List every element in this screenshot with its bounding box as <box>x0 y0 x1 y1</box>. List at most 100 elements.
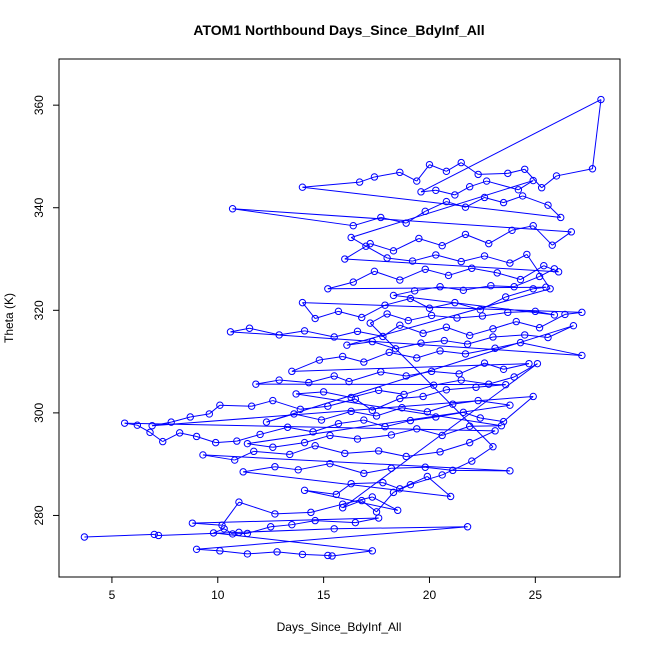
series-line-segment <box>399 324 424 334</box>
data-point <box>432 186 440 194</box>
data-point <box>389 291 398 300</box>
y-tick-label: 320 <box>32 300 46 320</box>
series-line-segment <box>393 238 420 252</box>
series-line-segment <box>461 379 489 385</box>
data-point <box>468 264 476 272</box>
series-line-segment <box>359 176 375 183</box>
series-line-segment <box>444 340 468 345</box>
data-point <box>334 307 343 316</box>
series-line-segment <box>556 168 593 177</box>
series-line-segment <box>310 503 343 513</box>
data-point <box>413 354 421 362</box>
series-line-segment <box>551 231 572 246</box>
series-line-segment <box>137 424 151 433</box>
series-line-segment <box>84 533 155 538</box>
data-point <box>372 412 381 420</box>
series-line-segment <box>124 422 496 432</box>
series-line-segment <box>547 204 562 218</box>
data-point <box>370 267 379 276</box>
series-line-segment <box>293 413 322 421</box>
series-line-segment <box>247 551 278 555</box>
data-point <box>578 351 586 360</box>
series-line-segment <box>471 267 498 274</box>
data-point <box>80 533 89 541</box>
series-line-segment <box>232 532 248 535</box>
data-point <box>311 516 319 525</box>
data-point <box>288 367 296 376</box>
series-line-segment <box>342 496 373 505</box>
data-point <box>368 547 377 555</box>
series-line-segment <box>482 311 508 317</box>
data-point <box>216 547 224 555</box>
data-point <box>535 324 544 332</box>
series-line-segment <box>380 216 407 224</box>
data-point <box>419 392 427 401</box>
data-point <box>338 500 347 508</box>
series-line-segment <box>346 341 373 346</box>
data-point <box>506 259 514 267</box>
series-line-segment <box>471 446 494 462</box>
data-point <box>349 278 357 286</box>
data-point <box>508 226 516 234</box>
data-point <box>269 396 277 405</box>
data-point <box>148 422 156 430</box>
data-point <box>457 158 465 167</box>
series-line-segment <box>591 99 602 169</box>
series-line-segment <box>446 162 462 172</box>
series-line-segment <box>247 526 271 534</box>
data-point <box>394 506 402 515</box>
data-point <box>324 402 332 410</box>
data-point <box>521 165 529 173</box>
series-line-segment <box>454 186 470 196</box>
data-point <box>432 251 440 259</box>
series-line-segment <box>427 403 453 413</box>
data-point <box>510 373 518 381</box>
data-point <box>413 425 421 433</box>
series-line-segment <box>321 410 352 421</box>
data-point <box>449 400 457 408</box>
x-tick-label: 15 <box>317 588 331 602</box>
data-point <box>491 427 499 435</box>
data-point <box>504 169 512 178</box>
data-point <box>377 213 385 222</box>
data-point <box>330 525 338 533</box>
data-point <box>288 520 296 529</box>
data-point <box>345 377 353 386</box>
series-line-segment <box>376 492 394 513</box>
data-point <box>358 313 366 322</box>
data-point <box>567 228 576 236</box>
data-point <box>211 438 220 447</box>
data-point <box>186 413 194 421</box>
series-line-segment <box>503 396 534 422</box>
data-point <box>396 168 404 177</box>
data-point <box>493 269 501 277</box>
series-line-segment <box>357 330 383 337</box>
series-line-segment <box>518 180 534 191</box>
series-line-segment <box>547 325 574 338</box>
data-point <box>529 392 537 401</box>
data-point <box>353 435 362 443</box>
series-line-segment <box>399 476 428 490</box>
series-line-segment <box>507 310 536 313</box>
series-line-segment <box>408 314 432 322</box>
data-point <box>377 368 385 376</box>
series-line-segment <box>255 383 506 386</box>
series-line-segment <box>503 363 530 370</box>
series-line-segment <box>439 442 470 453</box>
series-line-segment <box>516 321 540 329</box>
data-point <box>461 230 470 239</box>
data-point <box>535 272 544 281</box>
data-point <box>544 201 552 209</box>
series-line-segment <box>315 445 345 454</box>
data-point <box>250 447 258 456</box>
data-point <box>453 314 461 322</box>
series-line-segment <box>420 340 445 344</box>
series-line-segment <box>406 451 441 457</box>
series-line-segment <box>274 511 311 515</box>
data-point <box>442 386 451 394</box>
data-point <box>406 416 415 425</box>
series-line-segment <box>380 371 407 377</box>
data-point <box>366 319 374 327</box>
series-line-segment <box>391 428 417 436</box>
data-point <box>351 518 360 527</box>
